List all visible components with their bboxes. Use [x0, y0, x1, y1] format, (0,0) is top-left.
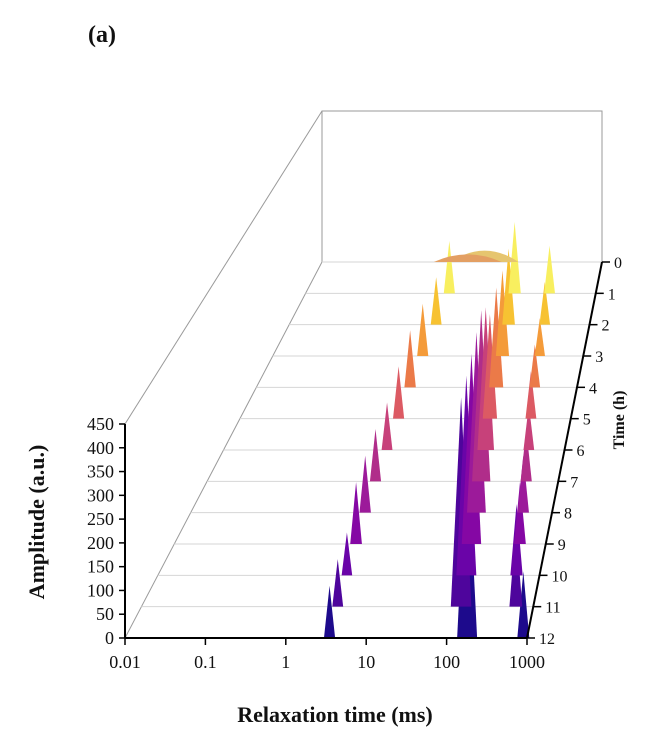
peak [539, 281, 551, 325]
y-tick-label: 100 [87, 580, 114, 600]
z-tick-label: 2 [602, 318, 610, 335]
y-tick-label: 350 [87, 462, 114, 482]
peak [544, 245, 555, 294]
y-tick-label: 50 [96, 604, 114, 624]
peak [525, 371, 537, 419]
z-tick-label: 3 [595, 349, 603, 366]
z-tick-label: 1 [608, 286, 616, 303]
x-axis-title: Relaxation time (ms) [237, 702, 433, 727]
peak [381, 402, 393, 450]
y-tick-label: 400 [87, 438, 114, 458]
y-tick-label: 200 [87, 533, 114, 553]
peak [417, 303, 429, 356]
z-tick-label: 11 [545, 600, 560, 617]
peak [495, 270, 510, 356]
peak [520, 429, 532, 482]
peak [350, 482, 362, 544]
peak [534, 317, 545, 356]
peak [529, 344, 541, 388]
z-axis-title: Time (h) [611, 391, 628, 450]
peak [433, 254, 502, 262]
x-tick-label: 1 [281, 652, 290, 672]
peak [502, 248, 515, 325]
peak [517, 571, 530, 638]
x-tick-label: 100 [433, 652, 460, 672]
peak [404, 330, 416, 388]
peak [508, 222, 521, 294]
x-tick-label: 1000 [509, 652, 545, 672]
y-tick-label: 450 [87, 414, 114, 434]
z-tick-label: 9 [558, 537, 566, 554]
peak [489, 287, 504, 388]
back-wall [321, 110, 603, 263]
panel-label: (a) [88, 22, 116, 48]
peak [482, 314, 498, 419]
peak [430, 277, 442, 325]
peak [393, 366, 405, 419]
peak [443, 241, 455, 294]
peak [523, 404, 535, 450]
y-tick-label: 250 [87, 509, 114, 529]
peak [359, 455, 371, 513]
peak [369, 429, 382, 482]
peak [332, 559, 344, 607]
peak [341, 532, 353, 576]
z-tick-label: 5 [583, 412, 591, 429]
z-tick-label: 8 [564, 506, 572, 523]
y-axis-title: Amplitude (a.u.) [24, 445, 49, 600]
z-tick-label: 7 [570, 474, 578, 491]
z-tick-label: 0 [614, 255, 622, 272]
peak [517, 455, 529, 513]
x-tick-label: 10 [357, 652, 375, 672]
z-tick-label: 10 [552, 568, 568, 585]
z-tick-label: 6 [577, 443, 585, 460]
peaks-layer [323, 222, 555, 638]
x-tick-label: 0.01 [109, 652, 141, 672]
y-tick-label: 150 [87, 557, 114, 577]
peak [323, 585, 336, 638]
peak [514, 482, 526, 544]
y-tick-label: 300 [87, 485, 114, 505]
top-left-edge [124, 110, 323, 425]
z-tick-label: 12 [539, 631, 555, 648]
z-tick-label: 4 [589, 380, 597, 397]
plot-box [124, 110, 603, 639]
y-tick-label: 0 [105, 628, 114, 648]
x-tick-label: 0.1 [194, 652, 217, 672]
